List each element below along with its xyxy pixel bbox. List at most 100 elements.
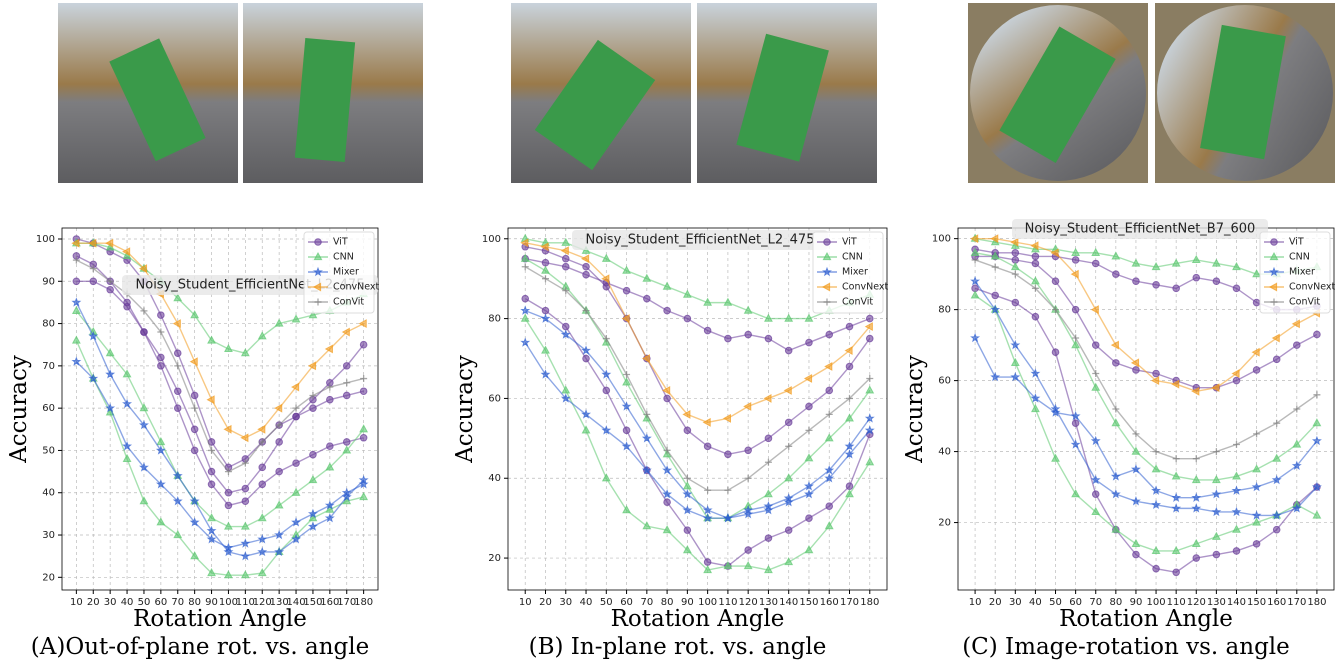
marker bbox=[744, 446, 752, 455]
marker bbox=[784, 473, 794, 482]
marker bbox=[743, 305, 753, 314]
marker bbox=[561, 254, 570, 263]
annotation: Noisy_Student_EfficientNet_L2_475 bbox=[586, 233, 815, 248]
x-tick-label: 120 bbox=[739, 597, 758, 608]
marker bbox=[990, 234, 999, 244]
marker bbox=[1070, 269, 1079, 279]
marker bbox=[724, 334, 732, 343]
marker bbox=[1071, 419, 1080, 427]
series-line bbox=[524, 266, 871, 491]
series-line bbox=[974, 337, 1318, 499]
marker bbox=[1091, 490, 1100, 498]
marker bbox=[88, 373, 99, 383]
marker bbox=[1313, 330, 1321, 339]
marker bbox=[275, 438, 283, 446]
marker bbox=[89, 265, 97, 273]
marker bbox=[257, 568, 267, 577]
marker bbox=[190, 446, 199, 455]
marker bbox=[1231, 369, 1240, 378]
marker bbox=[682, 545, 692, 554]
y-axis-label: Accuracy bbox=[452, 355, 478, 464]
marker bbox=[1271, 474, 1282, 485]
x-tick-label: 150 bbox=[1247, 597, 1266, 608]
marker bbox=[683, 526, 692, 534]
marker bbox=[308, 310, 318, 319]
marker bbox=[783, 385, 792, 395]
y-tick-label: 100 bbox=[36, 234, 55, 245]
marker bbox=[821, 282, 831, 292]
marker bbox=[189, 517, 200, 527]
marker bbox=[312, 282, 322, 292]
marker bbox=[308, 475, 318, 484]
marker bbox=[240, 550, 251, 561]
marker bbox=[342, 445, 352, 454]
y-tick-label: 70 bbox=[42, 361, 55, 372]
x-tick-label: 10 bbox=[70, 597, 83, 608]
legend-box bbox=[303, 231, 375, 314]
marker bbox=[805, 402, 813, 411]
marker bbox=[1271, 510, 1282, 520]
marker bbox=[224, 501, 233, 510]
x-tick-label: 90 bbox=[205, 597, 218, 608]
marker bbox=[1172, 568, 1180, 577]
marker bbox=[1091, 382, 1101, 391]
marker bbox=[804, 453, 814, 462]
marker bbox=[1071, 340, 1081, 349]
marker bbox=[1071, 256, 1080, 264]
marker bbox=[207, 513, 216, 522]
marker bbox=[1111, 524, 1121, 533]
marker bbox=[683, 474, 691, 482]
marker bbox=[309, 404, 317, 412]
marker bbox=[1132, 366, 1140, 374]
x-tick-label: 10 bbox=[969, 597, 982, 608]
marker bbox=[663, 498, 671, 506]
x-tick-label: 60 bbox=[154, 597, 167, 608]
marker bbox=[580, 254, 590, 264]
marker bbox=[309, 391, 317, 399]
marker bbox=[1132, 430, 1140, 438]
marker bbox=[825, 410, 833, 418]
x-tick-label: 40 bbox=[580, 597, 593, 608]
marker bbox=[157, 311, 165, 319]
marker bbox=[106, 285, 114, 294]
marker bbox=[1191, 503, 1202, 513]
marker bbox=[1272, 525, 1281, 534]
marker bbox=[824, 521, 834, 530]
y-tick-label: 100 bbox=[932, 234, 951, 245]
x-tick-label: 100 bbox=[1147, 597, 1166, 608]
y-tick-label: 40 bbox=[488, 473, 501, 484]
x-tick-label: 140 bbox=[286, 597, 305, 608]
marker bbox=[1270, 238, 1278, 246]
marker bbox=[206, 395, 215, 405]
marker bbox=[602, 386, 611, 395]
marker bbox=[845, 482, 854, 491]
marker bbox=[744, 474, 752, 482]
marker bbox=[561, 385, 571, 394]
marker bbox=[1232, 471, 1241, 480]
y-tick-label: 50 bbox=[42, 445, 55, 456]
marker bbox=[206, 534, 217, 544]
marker bbox=[313, 251, 323, 261]
marker bbox=[1272, 453, 1282, 462]
marker bbox=[1051, 453, 1060, 462]
marker bbox=[257, 331, 267, 340]
marker bbox=[990, 371, 1001, 382]
marker bbox=[240, 538, 251, 548]
marker bbox=[1291, 460, 1302, 471]
marker bbox=[359, 424, 369, 433]
x-tick-label: 150 bbox=[303, 597, 322, 608]
marker bbox=[642, 273, 652, 282]
legend-label: ConVit bbox=[333, 297, 364, 308]
x-tick-label: 30 bbox=[1009, 597, 1022, 608]
marker bbox=[1031, 252, 1040, 261]
marker bbox=[991, 263, 999, 271]
legend-label: ConvNext bbox=[1289, 282, 1335, 293]
marker bbox=[326, 442, 334, 451]
marker bbox=[190, 391, 199, 400]
marker bbox=[990, 304, 1001, 314]
marker bbox=[1291, 319, 1300, 329]
x-tick-label: 170 bbox=[840, 597, 859, 608]
marker bbox=[601, 473, 611, 482]
marker bbox=[1091, 259, 1100, 268]
